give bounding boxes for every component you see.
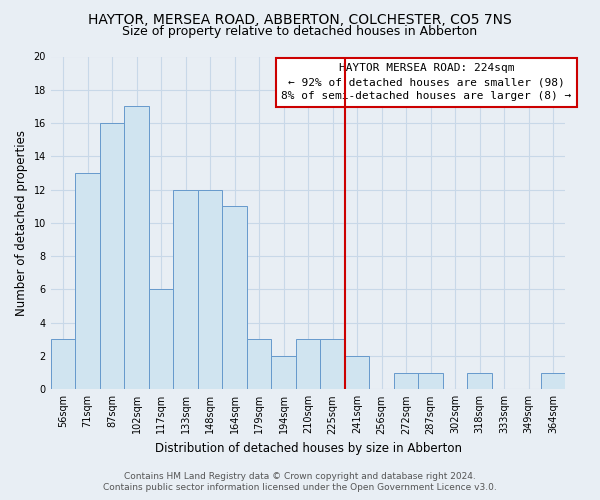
Bar bbox=[198, 190, 223, 390]
Bar bbox=[173, 190, 198, 390]
Text: Size of property relative to detached houses in Abberton: Size of property relative to detached ho… bbox=[122, 25, 478, 38]
Bar bbox=[271, 356, 296, 390]
Bar bbox=[320, 340, 345, 390]
Bar bbox=[75, 173, 100, 390]
Bar bbox=[100, 123, 124, 390]
Text: Contains HM Land Registry data © Crown copyright and database right 2024.
Contai: Contains HM Land Registry data © Crown c… bbox=[103, 472, 497, 492]
Bar bbox=[223, 206, 247, 390]
Bar bbox=[296, 340, 320, 390]
Bar bbox=[124, 106, 149, 390]
Bar bbox=[541, 372, 565, 390]
Bar bbox=[394, 372, 418, 390]
Bar bbox=[149, 290, 173, 390]
Bar bbox=[247, 340, 271, 390]
Bar bbox=[345, 356, 370, 390]
Bar bbox=[51, 340, 75, 390]
Text: HAYTOR, MERSEA ROAD, ABBERTON, COLCHESTER, CO5 7NS: HAYTOR, MERSEA ROAD, ABBERTON, COLCHESTE… bbox=[88, 12, 512, 26]
X-axis label: Distribution of detached houses by size in Abberton: Distribution of detached houses by size … bbox=[155, 442, 461, 455]
Bar bbox=[418, 372, 443, 390]
Text: HAYTOR MERSEA ROAD: 224sqm
← 92% of detached houses are smaller (98)
8% of semi-: HAYTOR MERSEA ROAD: 224sqm ← 92% of deta… bbox=[281, 63, 572, 101]
Bar bbox=[467, 372, 492, 390]
Y-axis label: Number of detached properties: Number of detached properties bbox=[15, 130, 28, 316]
